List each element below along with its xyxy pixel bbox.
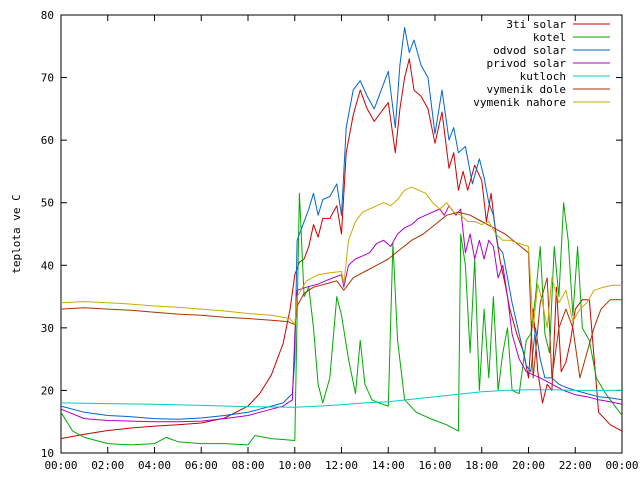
series-lines xyxy=(60,27,623,446)
y-tick-label: 80 xyxy=(41,9,54,22)
x-tick-label: 12:00 xyxy=(325,459,358,472)
x-tick-label: 10:00 xyxy=(278,459,311,472)
x-tick-label: 20:00 xyxy=(512,459,545,472)
series-line-odvod-solar xyxy=(60,27,623,420)
y-tick-label: 20 xyxy=(41,384,54,397)
x-tick-label: 16:00 xyxy=(418,459,451,472)
legend-label: kotel xyxy=(533,31,566,44)
x-tick-label: 08:00 xyxy=(231,459,264,472)
x-tick-label: 02:00 xyxy=(91,459,124,472)
series-line-3ti-solar xyxy=(60,58,623,440)
x-tick-label: 22:00 xyxy=(559,459,592,472)
legend-label: 3ti solar xyxy=(506,18,566,31)
legend-label: vymenik dole xyxy=(487,83,566,96)
x-tick-label: 00:00 xyxy=(44,459,77,472)
series-line-vymenik-dole xyxy=(60,211,622,379)
series-line-kutloch xyxy=(60,389,622,408)
axis-ticks: 10 20 30 40 50 60 70 80 00:00 02:00 04:00 06:00 08:0… xyxy=(41,9,639,472)
legend-label: kutloch xyxy=(520,70,566,83)
x-tick-label: 00:00 xyxy=(605,459,638,472)
y-axis-label: teplota ve C xyxy=(10,194,23,273)
series-line-vymenik-nahore xyxy=(60,186,622,329)
y-tick-label: 40 xyxy=(41,259,54,272)
series-line-privod-solar xyxy=(60,205,623,423)
y-tick-label: 50 xyxy=(41,197,54,210)
y-tick-label: 60 xyxy=(41,134,54,147)
x-tick-label: 18:00 xyxy=(465,459,498,472)
legend-label: odvod solar xyxy=(493,44,566,57)
y-tick-label: 10 xyxy=(41,447,54,460)
x-tick-label: 14:00 xyxy=(372,459,405,472)
y-tick-label: 30 xyxy=(41,322,54,335)
legend-label: vymenik nahore xyxy=(473,96,566,109)
y-tick-label: 70 xyxy=(41,72,54,85)
x-tick-label: 06:00 xyxy=(185,459,218,472)
x-tick-label: 04:00 xyxy=(138,459,171,472)
legend-label: privod solar xyxy=(487,57,567,70)
